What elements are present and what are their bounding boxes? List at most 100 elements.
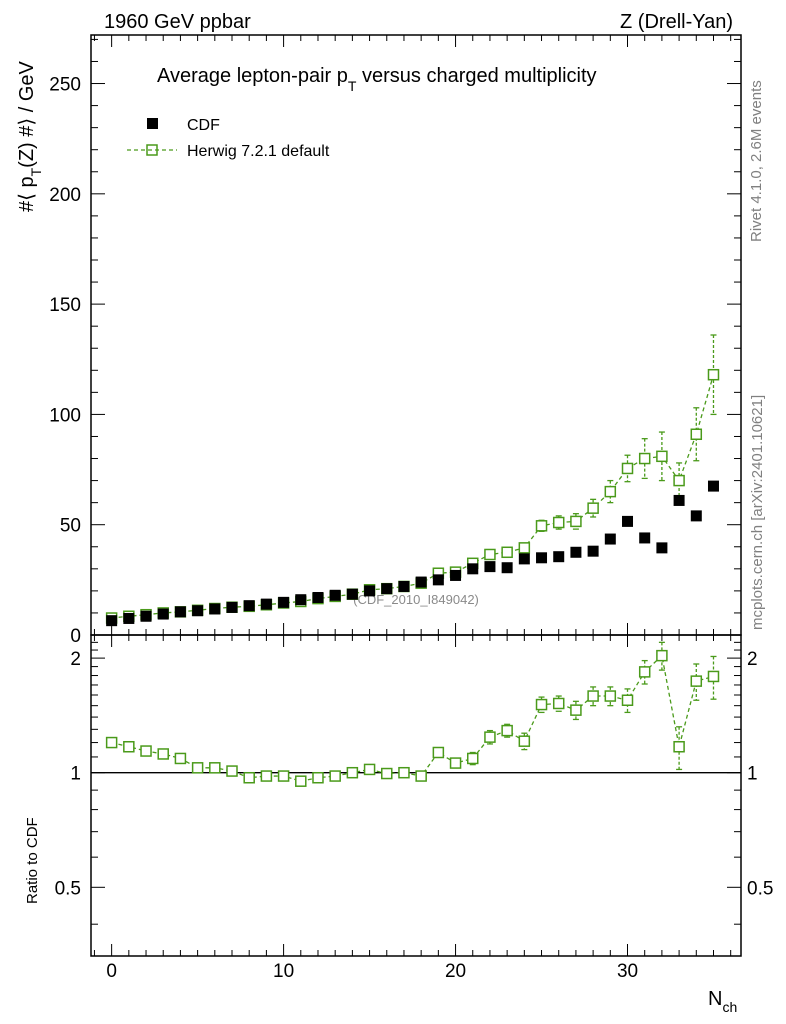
data-point (174, 606, 186, 618)
mc-ratio-point (484, 731, 496, 743)
mc-ratio-point (140, 745, 152, 757)
mc-main-point (552, 516, 565, 529)
data-point (398, 580, 410, 592)
mc-main-point (501, 546, 513, 559)
mc-ratio-point (707, 670, 720, 683)
mc-ratio-point (363, 763, 376, 776)
data-point (260, 598, 272, 610)
axis-tick-labels: 0 10 20 30 0 50 100 150 200 250 0.5 0.5 1 1 2 2 (49, 75, 773, 982)
mc-ratio-point (449, 757, 462, 769)
mc-ratio-point (209, 762, 221, 774)
mc-ratio-point (123, 740, 135, 753)
data-point (501, 562, 513, 574)
y-tick-label: 200 (49, 185, 81, 206)
mc-main-point (707, 368, 720, 381)
mc-ratio-point (518, 735, 531, 747)
data-point (553, 551, 565, 563)
ratio-tick-label: 1 (70, 764, 81, 785)
mc-main-point (656, 450, 668, 463)
mc-ratio-point (295, 775, 307, 787)
y-axis-label-subscript: T (28, 167, 44, 176)
mc-ratio-point (656, 649, 668, 662)
mc-ratio-point (157, 748, 169, 760)
mc-ratio-point (552, 697, 565, 710)
mc-ratio-point (535, 698, 548, 711)
plot-title: Average lepton-pair pT versus charged mu… (157, 65, 597, 94)
mc-ratio-point (466, 752, 479, 765)
ratio-y-axis-label: Ratio to CDF (24, 817, 41, 904)
header-right: Z (Drell-Yan) (620, 11, 733, 33)
mc-ratio-point (398, 766, 410, 779)
mc-ratio-point (432, 746, 445, 759)
data-point (157, 608, 169, 620)
data-point (604, 533, 616, 545)
data-point (587, 545, 599, 557)
legend-mc-label: Herwig 7.2.1 default (187, 143, 330, 160)
data-point (536, 552, 548, 564)
side-label-mcplots: mcplots.cern.ch [arXiv:2401.10621] (749, 395, 766, 630)
ratio-panel-frame (90, 634, 742, 957)
x-tick-label: 20 (445, 961, 466, 982)
ratio-tick-label: 0.5 (55, 878, 81, 899)
data-point (226, 601, 238, 613)
mc-ratio-point (621, 694, 634, 706)
mc-main-point (673, 474, 685, 487)
data-point (346, 588, 358, 600)
mc-ratio-point (226, 765, 238, 777)
mc-main-point (621, 462, 634, 475)
mc-main-point (518, 542, 531, 554)
mc-ratio-point (346, 766, 359, 779)
data-point (707, 480, 719, 492)
data-point (656, 542, 668, 554)
data-point (364, 585, 376, 597)
data-point (673, 494, 685, 506)
title-main: Average lepton-pair p (157, 65, 348, 87)
data-point (450, 569, 462, 581)
y-tick-label: 50 (60, 516, 81, 537)
mc-series-main (105, 334, 720, 624)
ratio-tick-label: 2 (70, 649, 81, 670)
mc-ratio-point (415, 770, 427, 782)
mc-ratio-point (604, 690, 617, 702)
y-axis-label-main: #⟨ p (16, 176, 38, 212)
mc-main-point (535, 520, 548, 532)
mc-main-point (587, 502, 599, 514)
mc-ratio-point (191, 762, 204, 774)
mc-ratio-point (587, 690, 599, 702)
data-point (295, 594, 307, 606)
mc-ratio-point (243, 771, 255, 784)
data-point (622, 515, 634, 527)
data-point (381, 583, 393, 595)
ratio-tick-label-right: 2 (747, 649, 758, 670)
data-point (243, 600, 255, 612)
y-tick-label: 100 (49, 405, 81, 426)
mc-ratio-point (312, 771, 324, 784)
y-axis-label-rest: (Z) #⟩ / GeV (16, 60, 38, 167)
mc-main-point (484, 548, 496, 561)
legend: CDF Herwig 7.2.1 default (127, 117, 330, 160)
y-tick-label: 250 (49, 75, 81, 96)
data-point (432, 574, 444, 586)
mc-ratio-point (174, 752, 187, 765)
mc-main-point (604, 485, 617, 498)
data-point (209, 603, 221, 615)
analysis-watermark: (CDF_2010_I849042) (353, 592, 479, 607)
x-tick-label: 0 (106, 961, 117, 982)
title-subscript: T (348, 78, 357, 94)
data-series-main (106, 480, 719, 627)
mc-ratio-point (673, 740, 685, 753)
mc-ratio-point (329, 770, 341, 782)
y-tick-label: 150 (49, 295, 81, 316)
legend-mc-marker (146, 144, 158, 156)
data-point (312, 592, 324, 603)
ratio-tick-label-right: 1 (747, 764, 758, 785)
x-axis-label: Nch (708, 988, 737, 1015)
mc-main-point (570, 515, 582, 528)
mc-main-point (638, 452, 651, 465)
mc-ratio-point (381, 767, 393, 780)
mc-ratio-point (105, 736, 118, 749)
mc-ratio-point (638, 666, 651, 678)
data-point (192, 605, 204, 617)
data-point (690, 510, 702, 522)
